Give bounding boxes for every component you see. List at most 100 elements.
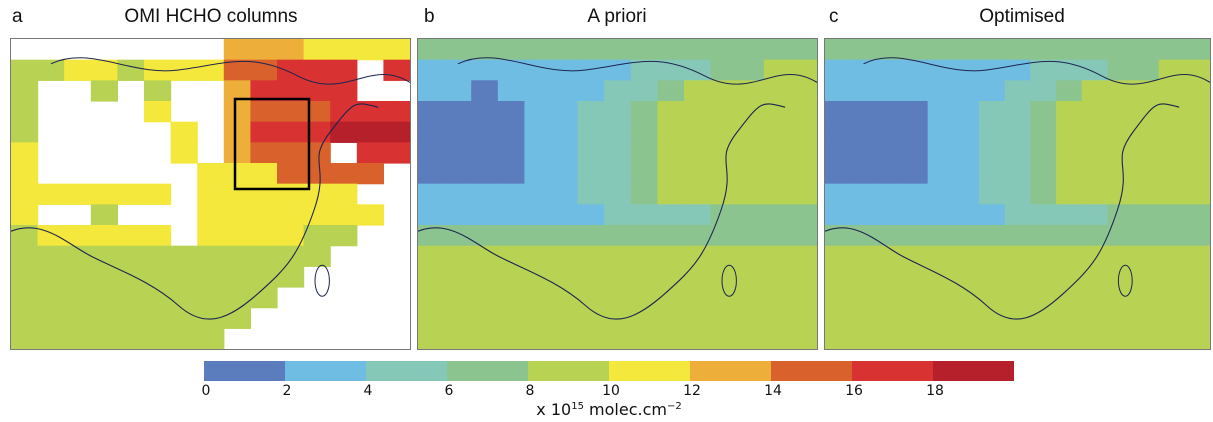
- grid-cell: [790, 245, 817, 267]
- grid-cell: [471, 39, 499, 61]
- grid-cell: [790, 328, 817, 349]
- grid-cell: [11, 204, 39, 226]
- grid-cell: [684, 204, 712, 226]
- grid-cell: [497, 245, 525, 267]
- grid-cell: [1107, 225, 1134, 247]
- grid-cell: [710, 80, 738, 102]
- grid-cell: [1081, 163, 1108, 185]
- grid-cell: [330, 225, 358, 247]
- grid-cell: [902, 204, 929, 226]
- grid-cell: [64, 328, 92, 349]
- grid-cell: [330, 183, 358, 205]
- grid-cell: [197, 183, 225, 205]
- grid-cell: [1056, 307, 1083, 329]
- grid-cell: [737, 101, 765, 123]
- grid-cell: [825, 101, 852, 123]
- grid-cell: [11, 287, 39, 309]
- grid-cell: [902, 39, 929, 61]
- grid-cell: [684, 142, 712, 164]
- grid-cell: [1158, 101, 1185, 123]
- colorbar-swatch: [285, 361, 367, 381]
- grid-cell: [471, 80, 499, 102]
- grid-cell: [497, 183, 525, 205]
- grid-cell: [1081, 142, 1108, 164]
- grid-cell: [790, 204, 817, 226]
- colorbar-tick-label: 14: [764, 383, 782, 399]
- grid-cell: [418, 204, 446, 226]
- grid-cell: [825, 287, 852, 309]
- grid-cell: [1184, 225, 1210, 247]
- grid-cell: [684, 225, 712, 247]
- grid-cell: [850, 142, 877, 164]
- grid-cell: [356, 101, 384, 123]
- grid-cell: [710, 245, 738, 267]
- grid-cell: [825, 80, 852, 102]
- grid-cell: [630, 183, 658, 205]
- grid-cell: [684, 245, 712, 267]
- grid-cell: [64, 225, 92, 247]
- panel-letter: c: [829, 6, 839, 27]
- grid-cell: [902, 287, 929, 309]
- colorbar-swatch: [528, 361, 610, 381]
- grid-cell: [657, 163, 685, 185]
- grid-cell: [1056, 163, 1083, 185]
- grid-cell: [497, 328, 525, 349]
- grid-cell: [979, 245, 1006, 267]
- grid-cell: [684, 39, 712, 61]
- grid-cell: [577, 204, 605, 226]
- grid-cell: [37, 59, 65, 81]
- grid-cell: [356, 39, 384, 61]
- grid-cell: [418, 287, 446, 309]
- grid-cell: [1184, 287, 1210, 309]
- grid-cell: [1056, 266, 1083, 288]
- grid-cell: [710, 266, 738, 288]
- colorbar: [204, 361, 1014, 381]
- grid-cell: [524, 183, 552, 205]
- grid-cell: [577, 39, 605, 61]
- grid-cell: [1107, 142, 1134, 164]
- grid-cell: [1004, 307, 1031, 329]
- grid-cell: [1184, 328, 1210, 349]
- grid-cell: [979, 59, 1006, 81]
- grid-cell: [710, 101, 738, 123]
- grid-cell: [37, 266, 65, 288]
- grid-cell: [825, 142, 852, 164]
- coastline: [825, 103, 1180, 320]
- grid-cell: [953, 142, 980, 164]
- grid-cell: [979, 39, 1006, 61]
- grid-cell: [11, 101, 39, 123]
- grid-cell: [825, 163, 852, 185]
- grid-cell: [250, 266, 278, 288]
- grid-cell: [630, 266, 658, 288]
- grid-cell: [1081, 121, 1108, 143]
- grid-cell: [144, 266, 172, 288]
- grid-cell: [657, 204, 685, 226]
- grid-cell: [303, 101, 331, 123]
- grid-cell: [277, 101, 305, 123]
- grid-cell: [1107, 59, 1134, 81]
- grid-cell: [630, 39, 658, 61]
- grid-cell: [630, 163, 658, 185]
- grid-cell: [710, 59, 738, 81]
- grid-cell: [250, 204, 278, 226]
- grid-cell: [277, 39, 305, 61]
- grid-cell: [223, 59, 251, 81]
- grid-cell: [471, 204, 499, 226]
- grid-cell: [876, 245, 903, 267]
- grid-cell: [577, 266, 605, 288]
- grid-cell: [902, 183, 929, 205]
- grid-cell: [604, 121, 632, 143]
- grid-cell: [684, 287, 712, 309]
- grid-cell: [144, 287, 172, 309]
- grid-cell: [11, 225, 39, 247]
- grid-cell: [197, 266, 225, 288]
- grid-cell: [876, 287, 903, 309]
- grid-cell: [763, 245, 791, 267]
- grid-cell: [1133, 142, 1160, 164]
- grid-cell: [577, 121, 605, 143]
- grid-cell: [763, 307, 791, 329]
- grid-cell: [551, 204, 579, 226]
- grid-cell: [1107, 80, 1134, 102]
- grid-cell: [90, 287, 118, 309]
- grid-cell: [1107, 163, 1134, 185]
